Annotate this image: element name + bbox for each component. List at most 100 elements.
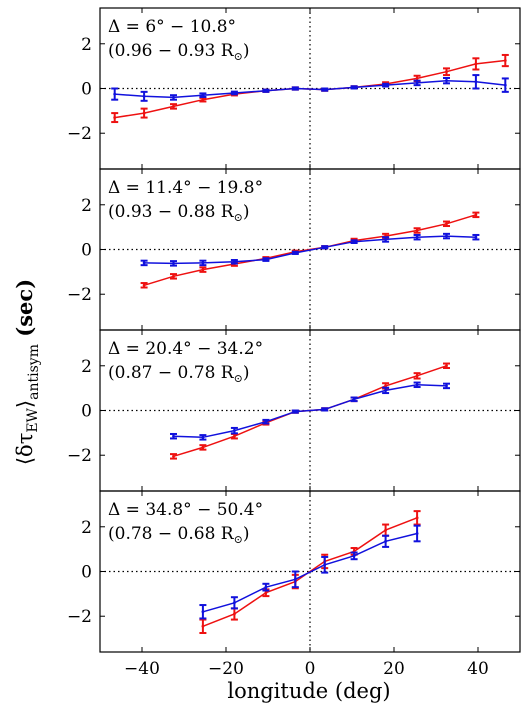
data-point-red (201, 98, 205, 102)
data-point-blue (352, 85, 356, 89)
data-point-blue (445, 234, 448, 238)
data-point-blue (264, 89, 268, 93)
panel-annotation-radius: (0.87 − 0.78 R⊙) (108, 363, 249, 385)
data-point-blue (172, 434, 175, 438)
data-point-red (172, 274, 175, 278)
data-point-blue (415, 81, 419, 85)
annotation-close-paren: ) (243, 524, 250, 544)
data-point-blue (445, 79, 448, 83)
data-point-red (415, 516, 419, 520)
data-point-blue (323, 245, 327, 249)
data-point-red (445, 364, 448, 368)
y-tick-label: 2 (81, 35, 92, 55)
data-point-blue (415, 383, 419, 387)
panel-3: −2 0 2 Δ = 20.4° − 34.2° (0.87 − 0.78 R⊙) (67, 329, 521, 492)
y-axis-label-close: ⟩ (13, 400, 37, 408)
data-point-red (503, 59, 507, 62)
data-point-blue (323, 88, 327, 92)
data-point-blue (474, 80, 478, 84)
data-point-blue (293, 410, 297, 414)
annotation-close-paren: ) (243, 202, 250, 222)
data-point-blue (201, 93, 205, 97)
data-point-red (113, 116, 117, 119)
series-line-blue (114, 79, 506, 99)
data-point-red (415, 374, 419, 378)
data-point-blue (415, 532, 419, 535)
data-point-red (445, 70, 448, 74)
data-point-blue (293, 87, 297, 90)
data-point-red (445, 222, 448, 226)
data-point-blue (384, 238, 387, 241)
data-point-blue (415, 235, 419, 239)
y-tick-label: −2 (67, 285, 92, 305)
y-tick-label: −2 (67, 607, 92, 627)
data-point-red (172, 454, 175, 458)
data-point-red (264, 591, 268, 595)
y-tick-label: −2 (67, 124, 92, 144)
annotation-sun-symbol: ⊙ (234, 211, 243, 224)
data-point-blue (142, 261, 146, 265)
y-tick-label: 2 (81, 357, 92, 377)
data-point-red (384, 384, 387, 388)
annotation-radius-text: (0.93 − 0.88 R (108, 202, 235, 222)
data-point-blue (172, 261, 175, 265)
data-point-red (172, 104, 175, 108)
panel-annotation-range: Δ = 20.4° − 34.2° (108, 339, 263, 359)
panel-annotation-radius: (0.96 − 0.93 R⊙) (108, 41, 249, 63)
data-point-red (474, 62, 478, 66)
panel-1: −2 0 2 Δ = 6° − 10.8° (0.96 − 0.93 R⊙) (67, 7, 521, 170)
data-point-blue (384, 388, 387, 392)
data-point-blue (264, 258, 268, 261)
data-point-blue (201, 610, 205, 614)
data-point-red (415, 77, 419, 80)
annotation-radius-text: (0.78 − 0.68 R (108, 524, 235, 544)
y-axis-label-main: ⟨δτ (13, 433, 37, 465)
y-tick-label: 0 (81, 241, 92, 261)
data-point-blue (201, 261, 205, 265)
data-point-blue (384, 83, 387, 87)
data-point-blue (474, 235, 478, 239)
annotation-radius-text: (0.96 − 0.93 R (108, 41, 235, 61)
y-axis-label-sub: EW (25, 407, 41, 432)
y-tick-label: −2 (67, 446, 92, 466)
y-axis-label-unit: (sec) (12, 279, 37, 344)
x-tick-label: 40 (467, 659, 489, 679)
annotation-close-paren: ) (243, 41, 250, 61)
data-point-blue (233, 429, 236, 433)
panel-annotation-range: Δ = 34.8° − 50.4° (108, 500, 263, 520)
data-point-blue (233, 91, 236, 95)
data-point-blue (384, 539, 387, 543)
x-axis-label: longitude (deg) (227, 679, 390, 703)
data-point-red (415, 229, 419, 232)
data-point-red (201, 445, 205, 449)
annotation-sun-symbol: ⊙ (234, 533, 243, 546)
data-point-blue (323, 407, 327, 411)
data-point-blue (352, 397, 356, 401)
x-tick-label: −20 (208, 659, 244, 679)
panel-4: −2 0 2 Δ = 34.8° − 50.4° (0.78 − 0.68 R⊙) (67, 490, 521, 653)
y-axis-label: ⟨δτEW⟩antisym (sec) (12, 279, 42, 465)
data-point-red (233, 434, 236, 438)
data-point-blue (445, 384, 448, 388)
data-point-blue (293, 577, 297, 581)
panel-2: −2 0 2 Δ = 11.4° − 19.8° (0.93 − 0.88 R⊙) (67, 168, 521, 331)
y-tick-label: 0 (81, 80, 92, 100)
x-tick-label: 0 (305, 659, 316, 679)
data-point-red (233, 612, 236, 616)
annotation-sun-symbol: ⊙ (234, 50, 243, 63)
y-tick-label: 2 (81, 518, 92, 538)
data-point-red (201, 624, 205, 628)
y-tick-label: 2 (81, 196, 92, 216)
data-point-blue (323, 563, 327, 567)
data-point-blue (172, 96, 175, 99)
x-tick-label: −40 (124, 659, 160, 679)
data-point-blue (113, 92, 117, 96)
data-point-red (142, 111, 146, 115)
data-point-blue (264, 420, 268, 424)
data-point-blue (293, 251, 297, 255)
y-tick-label: 0 (81, 563, 92, 583)
series-line-blue (173, 384, 447, 439)
